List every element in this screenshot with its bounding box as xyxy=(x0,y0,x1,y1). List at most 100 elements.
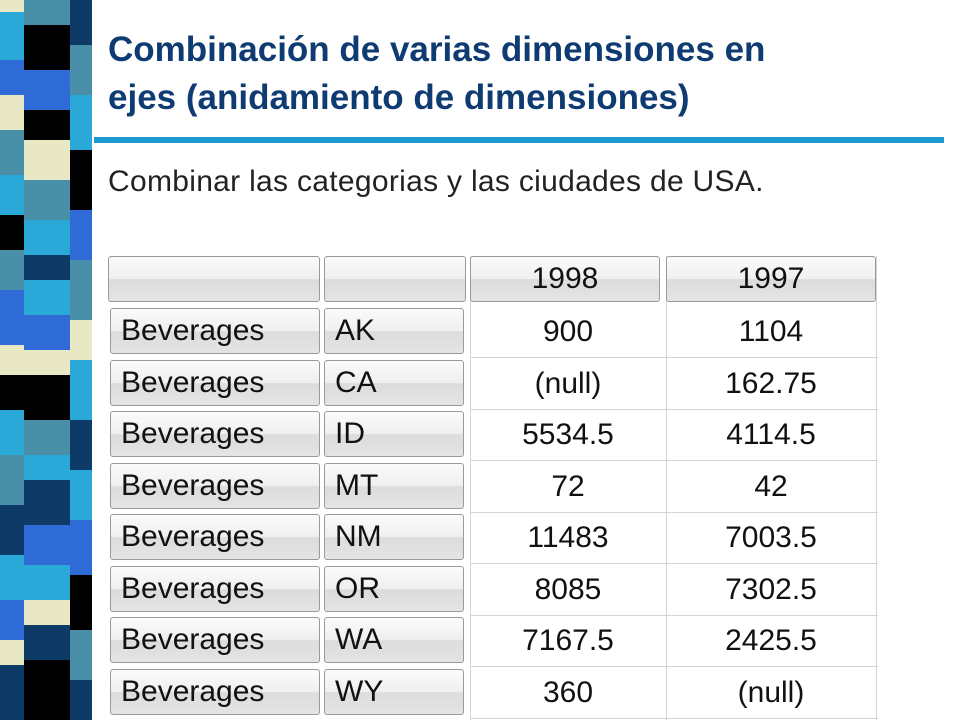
table-row: Beverages ID 5534.5 4114.5 xyxy=(108,411,878,463)
stripe-segment xyxy=(70,420,92,470)
value-1997-cell: 7003.5 xyxy=(725,521,817,554)
stripe-segment xyxy=(24,660,70,720)
stripe-segment xyxy=(24,420,70,455)
slide-subtitle: Combinar las categorias y las ciudades d… xyxy=(108,165,764,198)
state-member-button[interactable]: CA xyxy=(324,359,464,406)
stripe-segment xyxy=(24,255,70,280)
decorative-stripe xyxy=(0,0,92,720)
table-row: Beverages NM 11483 7003.5 xyxy=(108,514,878,566)
stripe-segment xyxy=(0,375,24,410)
state-member-button[interactable]: NM xyxy=(324,514,464,560)
nested-dimensions-grid: 1998 1997 Beverages AK 900 1104 Beverages CA (nu… xyxy=(108,256,878,720)
state-member-button[interactable]: OR xyxy=(324,565,464,612)
grid-hline xyxy=(470,460,878,461)
column-header[interactable] xyxy=(324,256,466,302)
grid-vline xyxy=(876,256,877,720)
stripe-segment xyxy=(70,210,92,260)
stripe-segment xyxy=(0,455,24,505)
stripe-segment xyxy=(70,0,92,45)
grid-vline xyxy=(470,256,471,720)
stripe-segment xyxy=(0,665,24,720)
table-row: Beverages WY 360 (null) xyxy=(108,668,878,720)
category-member-button[interactable]: Beverages xyxy=(110,462,320,509)
category-member-button[interactable]: Beverages xyxy=(110,565,320,612)
stripe-segment xyxy=(0,290,24,345)
stripe-segment xyxy=(24,25,70,70)
value-1997-cell: 162.75 xyxy=(725,366,817,400)
category-member-button[interactable]: Beverages xyxy=(110,668,320,715)
category-member-button[interactable]: Beverages xyxy=(110,617,320,663)
value-1998-cell: 900 xyxy=(542,315,594,348)
stripe-segment xyxy=(24,565,70,600)
stripe-segment xyxy=(0,60,24,95)
stripe-segment xyxy=(0,345,24,375)
value-1997-cell: 4114.5 xyxy=(726,418,816,451)
stripe-segment xyxy=(70,680,92,720)
stripe-segment xyxy=(24,220,70,255)
column-header[interactable]: 1997 xyxy=(666,256,876,302)
grid-header-row: 1998 1997 xyxy=(108,256,878,304)
table-row: Beverages CA (null) 162.75 xyxy=(108,359,878,412)
value-1997-cell: 1104 xyxy=(738,315,804,348)
value-1998-cell: 360 xyxy=(542,675,594,709)
value-1998-cell: 7167.5 xyxy=(522,624,614,657)
stripe-segment xyxy=(24,70,70,110)
stripe-segment xyxy=(70,260,92,320)
category-member-button[interactable]: Beverages xyxy=(110,308,320,354)
state-member-button[interactable]: AK xyxy=(324,308,464,354)
table-row: Beverages WA 7167.5 2425.5 xyxy=(108,617,878,669)
stripe-segment xyxy=(0,215,24,250)
stripe-segment xyxy=(0,640,24,665)
grid-hline xyxy=(470,408,878,410)
stripe-segment xyxy=(70,360,92,420)
value-1997-cell: 42 xyxy=(754,469,788,503)
column-header[interactable] xyxy=(108,256,320,302)
grid-vline xyxy=(666,256,667,720)
category-member-button[interactable]: Beverages xyxy=(110,514,320,560)
stripe-segment xyxy=(0,175,24,215)
grid-hline xyxy=(470,666,878,667)
stripe-segment xyxy=(70,150,92,210)
stripe-segment xyxy=(0,250,24,290)
stripe-segment xyxy=(24,315,70,350)
slide-title-line-1: Combinación de varias dimensiones en xyxy=(108,30,766,69)
value-1998-cell: (null) xyxy=(534,366,602,400)
state-member-button[interactable]: ID xyxy=(324,411,464,457)
stripe-segment xyxy=(70,45,92,95)
grid-hline xyxy=(470,357,878,358)
state-member-button[interactable]: WY xyxy=(324,668,464,715)
category-member-button[interactable]: Beverages xyxy=(110,359,320,406)
grid-hline xyxy=(470,563,878,564)
stripe-segment xyxy=(0,555,24,600)
stripe-segment xyxy=(0,600,24,640)
category-member-button[interactable]: Beverages xyxy=(110,411,320,457)
state-member-button[interactable]: MT xyxy=(324,462,464,509)
stripe-segment xyxy=(24,180,70,220)
stripe-column xyxy=(70,0,92,720)
slide-title: Combinación de varias dimensiones en eje… xyxy=(108,26,938,122)
table-row: Beverages OR 8085 7302.5 xyxy=(108,565,878,618)
stripe-segment xyxy=(0,12,24,60)
stripe-segment xyxy=(24,625,70,660)
state-member-button[interactable]: WA xyxy=(324,617,464,663)
table-row: Beverages AK 900 1104 xyxy=(108,308,878,360)
stripe-segment xyxy=(0,95,24,130)
stripe-segment xyxy=(70,470,92,520)
value-1998-cell: 11483 xyxy=(527,521,609,554)
stripe-segment xyxy=(70,630,92,680)
value-1998-cell: 5534.5 xyxy=(522,418,614,451)
stripe-segment xyxy=(24,375,70,420)
column-header[interactable]: 1998 xyxy=(470,256,660,302)
stripe-segment xyxy=(70,95,92,150)
stripe-segment xyxy=(24,140,70,180)
stripe-segment xyxy=(24,480,70,525)
stripe-column xyxy=(24,0,70,720)
stripe-segment xyxy=(24,600,70,625)
slide-title-line-2: ejes (anidamiento de dimensiones) xyxy=(108,78,690,117)
value-1997-cell: (null) xyxy=(737,675,805,709)
stripe-segment xyxy=(24,455,70,480)
title-underline xyxy=(94,137,944,143)
grid-hline xyxy=(470,614,878,616)
table-row: Beverages MT 72 42 xyxy=(108,462,878,515)
stripe-segment xyxy=(24,110,70,140)
